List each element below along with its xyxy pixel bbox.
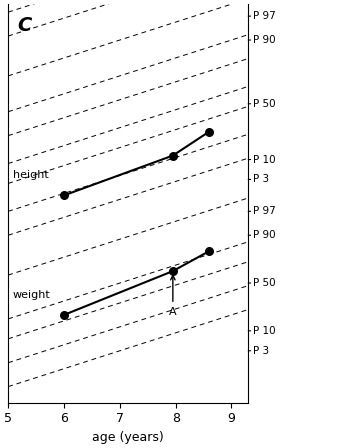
Text: P 50: P 50 [253, 278, 276, 288]
Text: P 3: P 3 [253, 174, 269, 185]
Text: P 10: P 10 [253, 155, 276, 164]
Point [207, 128, 212, 135]
Text: P 3: P 3 [253, 346, 269, 356]
Text: weight: weight [13, 290, 50, 300]
Text: P 97: P 97 [253, 207, 276, 216]
Text: P 90: P 90 [253, 35, 276, 45]
Text: P 90: P 90 [253, 230, 276, 240]
Point [207, 248, 212, 255]
Text: P 10: P 10 [253, 326, 276, 336]
Text: height: height [13, 171, 48, 181]
Point [61, 311, 67, 319]
Text: A: A [169, 276, 177, 317]
Point [170, 267, 175, 275]
Text: C: C [18, 16, 32, 35]
Text: P 50: P 50 [253, 99, 276, 109]
Point [61, 192, 67, 199]
Point [170, 152, 175, 159]
Text: P 97: P 97 [253, 11, 276, 21]
X-axis label: age (years): age (years) [92, 431, 164, 444]
